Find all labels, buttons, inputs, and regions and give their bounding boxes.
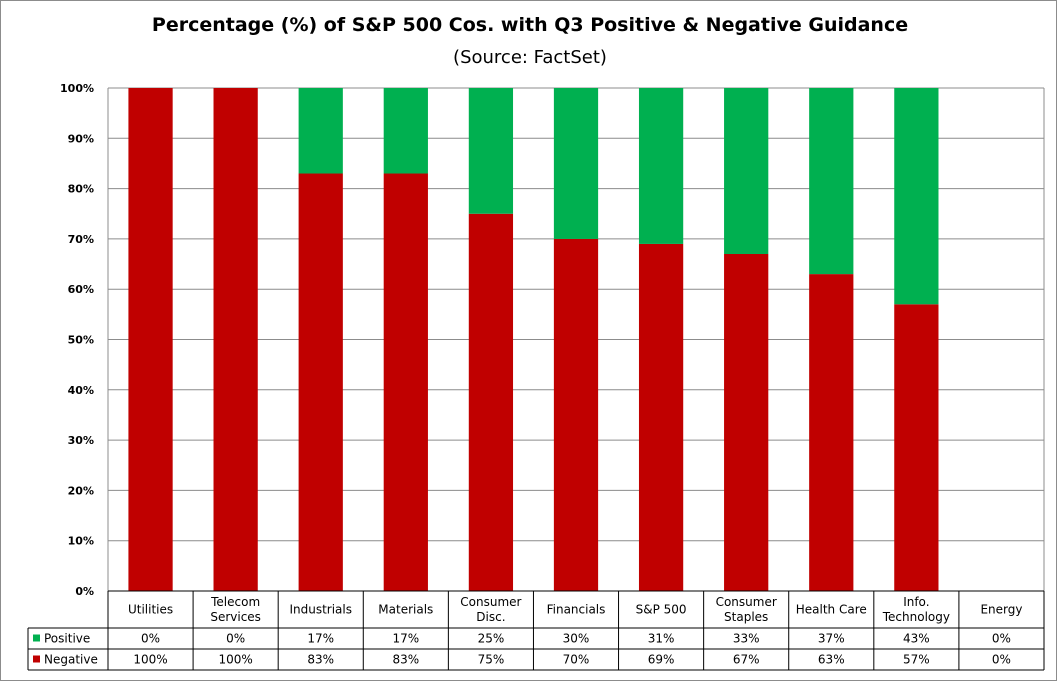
- y-tick-label: 30%: [68, 434, 94, 447]
- category-label: Financials: [547, 603, 606, 617]
- table-cell: 25%: [478, 632, 505, 646]
- table-cell: 83%: [307, 653, 334, 667]
- y-tick-label: 60%: [68, 283, 94, 296]
- category-label: S&P 500: [636, 603, 687, 617]
- table-cell: 31%: [648, 632, 675, 646]
- bar-negative: [213, 88, 258, 591]
- y-axis: 0% 10% 20% 30% 40% 50% 60% 70% 80% 90% 100%: [60, 82, 1045, 598]
- table-cell: 30%: [563, 632, 590, 646]
- category-label: Services: [210, 610, 261, 624]
- bar-negative: [894, 304, 939, 591]
- table-cell: 70%: [563, 653, 590, 667]
- category-label: Staples: [724, 610, 768, 624]
- bar-negative: [383, 173, 428, 591]
- table-cell: 75%: [478, 653, 505, 667]
- y-tick-label: 40%: [68, 384, 94, 397]
- bar-positive: [638, 88, 684, 244]
- category-label: Info.: [903, 595, 929, 609]
- chart-subtitle: (Source: FactSet): [453, 47, 607, 68]
- table-cell: 67%: [733, 653, 760, 667]
- table-cell: 33%: [733, 632, 760, 646]
- y-tick-label: 20%: [68, 484, 94, 497]
- category-label: Health Care: [796, 603, 867, 617]
- y-tick-label: 0%: [75, 585, 94, 598]
- category-label: Industrials: [289, 603, 352, 617]
- bar-negative: [724, 253, 769, 592]
- y-tick-label: 80%: [68, 183, 94, 196]
- legend-label: Negative: [44, 653, 98, 667]
- bar-positive: [383, 88, 428, 174]
- table-cell: 0%: [141, 632, 160, 646]
- legend-key-positive: [33, 634, 40, 642]
- bar-negative: [128, 88, 173, 591]
- bar-positive: [298, 88, 343, 174]
- bar-positive: [553, 88, 599, 239]
- table-cell: 100%: [133, 653, 167, 667]
- y-tick-label: 50%: [68, 334, 94, 347]
- table-cell: 17%: [307, 632, 334, 646]
- category-label: Telecom: [210, 595, 260, 609]
- chart-title: Percentage (%) of S&P 500 Cos. with Q3 P…: [152, 14, 908, 36]
- table-cell: 57%: [903, 653, 930, 667]
- y-tick-label: 90%: [68, 132, 94, 145]
- table-cell: 63%: [818, 653, 845, 667]
- category-label: Energy: [980, 603, 1022, 617]
- table-cell: 43%: [903, 632, 930, 646]
- table-cell: 0%: [226, 632, 245, 646]
- category-label: Utilities: [128, 603, 173, 617]
- bar-positive: [724, 88, 769, 254]
- bar-positive: [894, 88, 939, 305]
- category-label: Disc.: [476, 610, 505, 624]
- y-tick-label: 10%: [68, 535, 94, 548]
- bar-positive: [468, 88, 514, 214]
- bar-negative: [298, 173, 343, 591]
- bar-negative: [638, 243, 684, 591]
- category-label: Consumer: [716, 595, 777, 609]
- bar-negative: [553, 238, 599, 591]
- category-label: Technology: [882, 610, 950, 624]
- table-cell: 83%: [392, 653, 419, 667]
- table-cell: 0%: [992, 632, 1011, 646]
- table-cell: 100%: [218, 653, 252, 667]
- category-label: Materials: [378, 603, 433, 617]
- table-cell: 69%: [648, 653, 675, 667]
- legend-key-negative: [33, 655, 40, 663]
- y-tick-label: 70%: [68, 233, 94, 246]
- legend-label: Positive: [44, 632, 90, 646]
- table-cell: 17%: [392, 632, 419, 646]
- y-tick-label: 100%: [60, 82, 94, 95]
- bar-positive: [809, 88, 854, 275]
- bars: [128, 88, 939, 592]
- bar-negative: [809, 274, 854, 591]
- table-cell: 37%: [818, 632, 845, 646]
- category-label: Consumer: [460, 595, 521, 609]
- table-cell: 0%: [992, 653, 1011, 667]
- bar-negative: [468, 213, 514, 591]
